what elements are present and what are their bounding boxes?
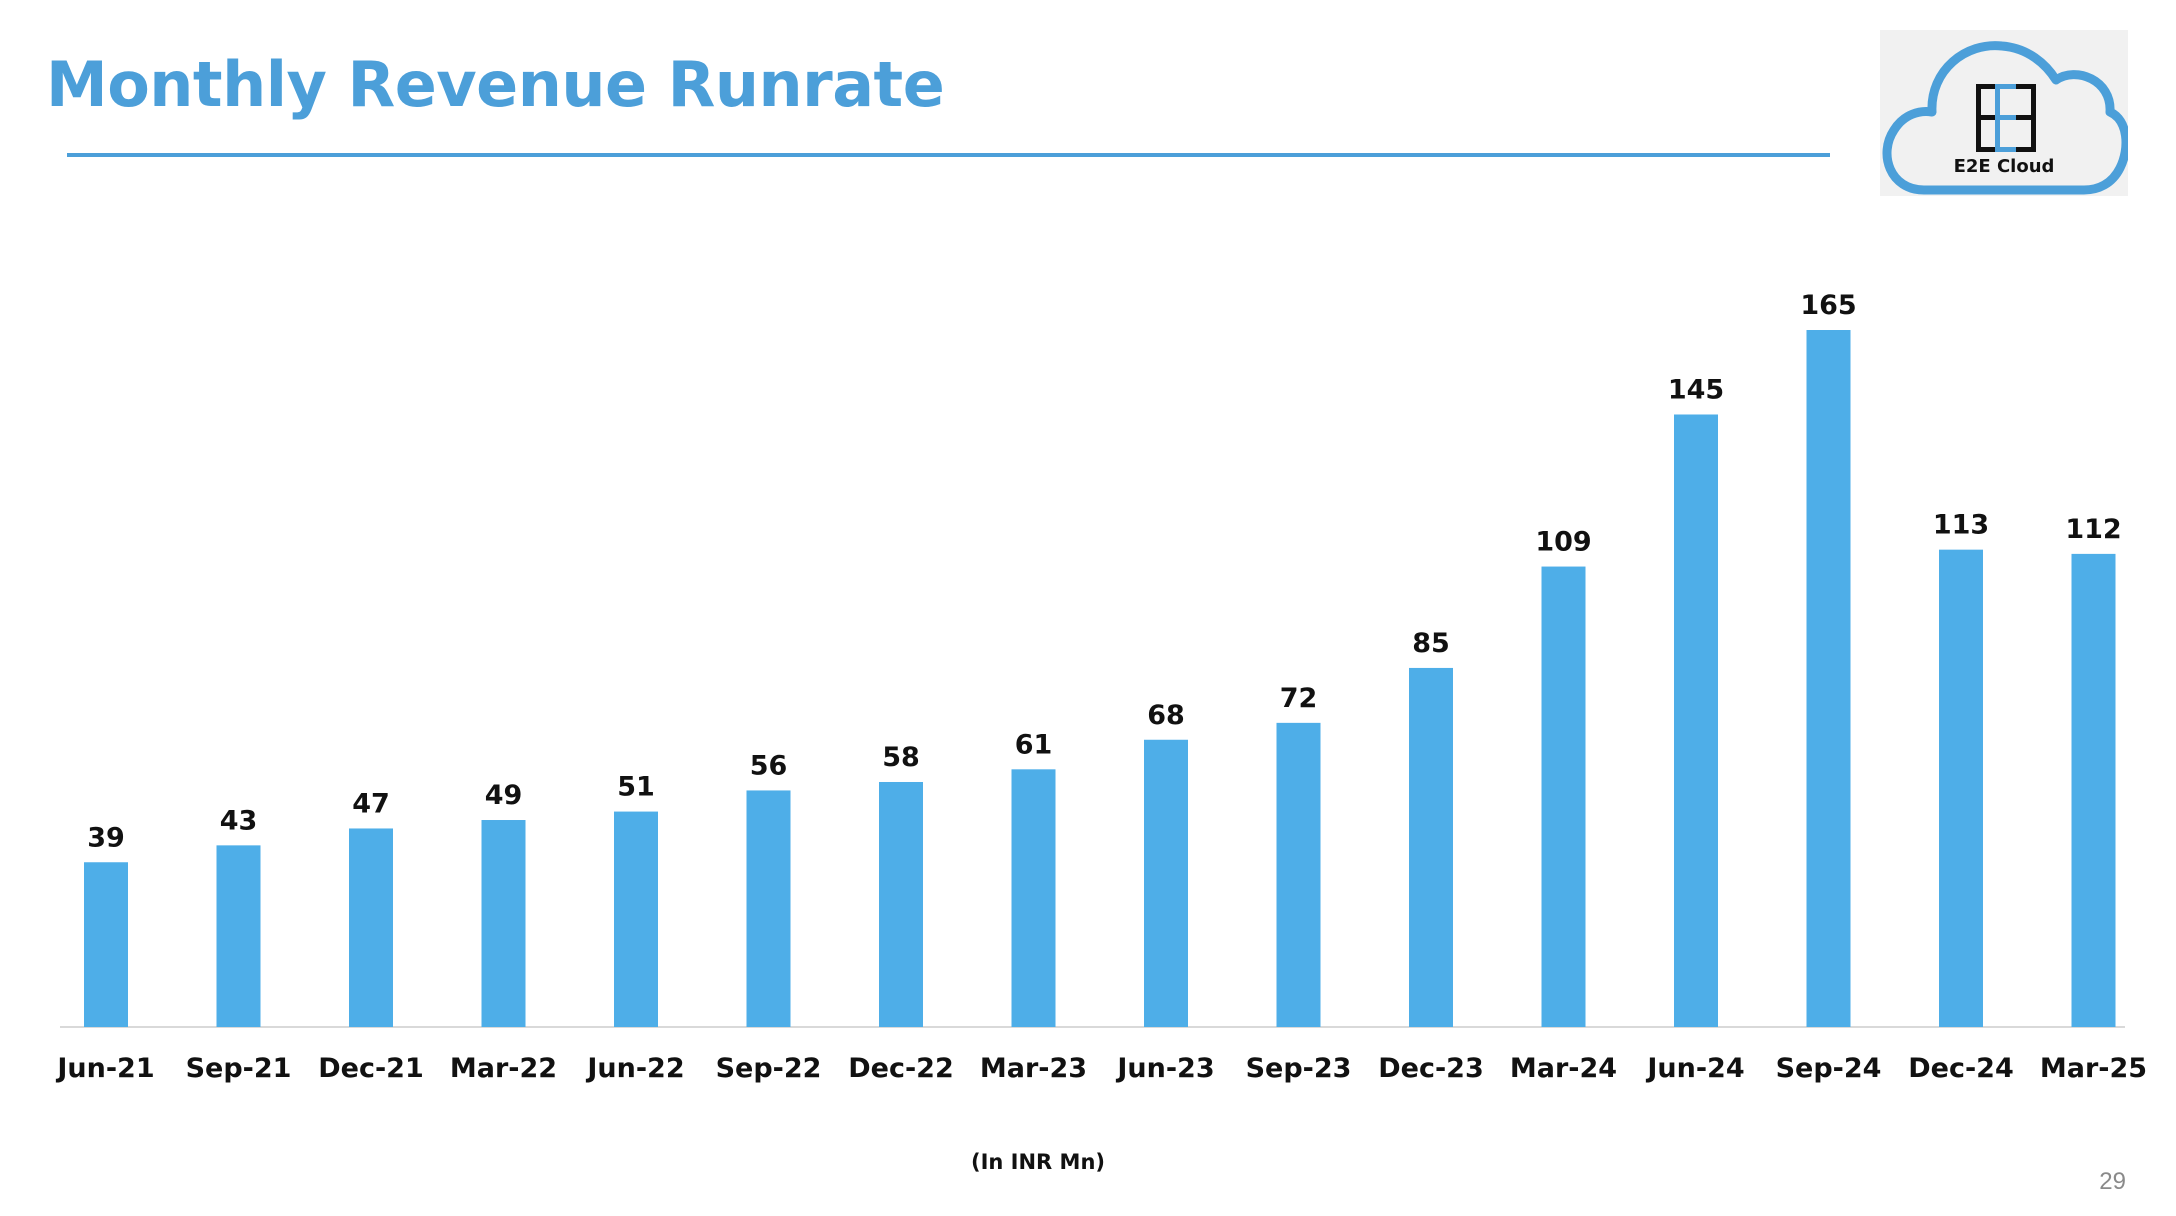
bar-dec-21	[349, 828, 393, 1027]
x-tick-label: Dec-21	[318, 1053, 424, 1084]
data-label: 39	[87, 822, 125, 853]
bar-sep-22	[746, 790, 791, 1027]
x-tick-label: Mar-22	[450, 1053, 557, 1084]
bar-jun-21	[84, 862, 128, 1027]
x-tick-label: Dec-22	[848, 1053, 954, 1084]
page-title: Monthly Revenue Runrate	[46, 48, 945, 121]
x-tick-label: Sep-21	[186, 1053, 292, 1084]
bar-jun-22	[614, 811, 658, 1027]
cloud-icon	[1882, 41, 2128, 195]
bar-dec-24	[1939, 549, 1983, 1027]
bar-sep-23	[1276, 722, 1321, 1027]
bar-mar-24	[1541, 566, 1586, 1027]
x-tick-label: Jun-21	[55, 1053, 154, 1084]
x-tick-label: Sep-23	[1246, 1053, 1352, 1084]
x-tick-label: Dec-24	[1908, 1053, 2014, 1084]
e2e-cloud-logo: E2E Cloud	[1880, 30, 2128, 196]
e2e-mark-icon	[1976, 84, 2036, 152]
x-tick-label: Mar-23	[980, 1053, 1087, 1084]
x-tick-label: Mar-24	[1510, 1053, 1617, 1084]
data-label: 109	[1535, 527, 1591, 558]
data-label: 68	[1147, 700, 1185, 731]
bar-mar-22	[481, 820, 526, 1027]
data-label: 51	[617, 772, 655, 803]
bar-sep-21	[216, 845, 261, 1027]
title-divider	[67, 153, 1830, 157]
data-label: 58	[882, 742, 920, 773]
x-tick-label: Sep-24	[1776, 1053, 1882, 1084]
bar-sep-24	[1806, 330, 1851, 1027]
data-label: 112	[2065, 514, 2121, 545]
data-label: 49	[485, 780, 523, 811]
bar-jun-23	[1144, 739, 1188, 1027]
unit-note: (In INR Mn)	[971, 1150, 1105, 1174]
x-tick-label: Dec-23	[1378, 1053, 1484, 1084]
data-label: 47	[352, 788, 390, 819]
data-label: 113	[1933, 510, 1989, 541]
data-label: 72	[1280, 683, 1318, 714]
data-label: 85	[1412, 628, 1450, 659]
bar-mar-25	[2071, 553, 2116, 1027]
x-tick-label: Jun-23	[1115, 1053, 1214, 1084]
logo-text: E2E Cloud	[1953, 156, 2055, 177]
data-label: 165	[1800, 290, 1856, 321]
bar-dec-22	[879, 781, 923, 1027]
bar-mar-23	[1011, 769, 1056, 1027]
data-label: 145	[1668, 374, 1724, 405]
x-tick-label: Jun-22	[585, 1053, 684, 1084]
bar-jun-24	[1674, 414, 1718, 1027]
data-label: 61	[1015, 729, 1053, 760]
x-tick-label: Sep-22	[716, 1053, 822, 1084]
x-tick-label: Jun-24	[1645, 1053, 1744, 1084]
data-label: 56	[750, 750, 788, 781]
x-tick-label: Mar-25	[2040, 1053, 2147, 1084]
data-label: 43	[220, 805, 258, 836]
bar-dec-23	[1409, 667, 1453, 1027]
page-number: 29	[2099, 1168, 2126, 1195]
